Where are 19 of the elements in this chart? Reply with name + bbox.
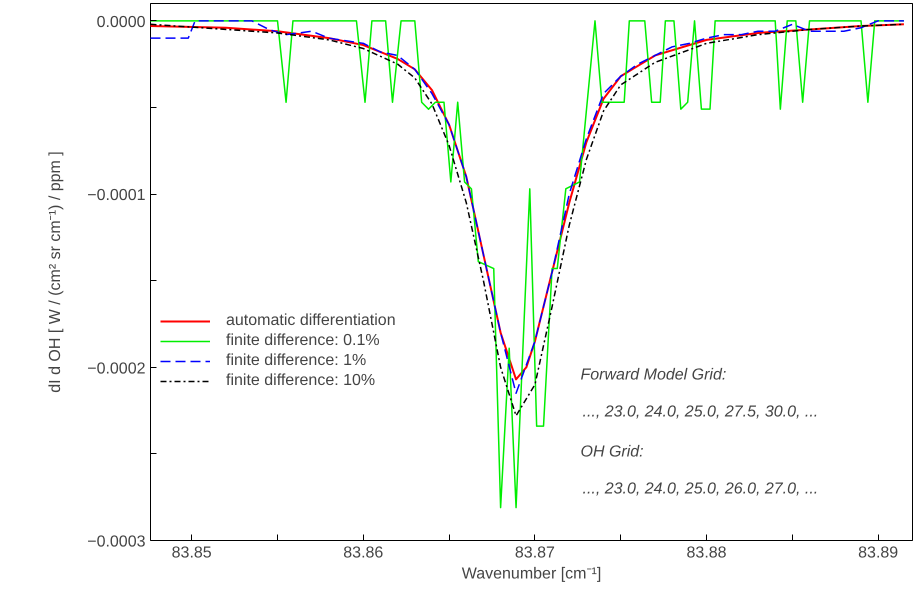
legend-label: automatic differentiation xyxy=(226,312,396,330)
annotation: ..., 23.0, 24.0, 25.0, 27.5, 30.0, ... xyxy=(582,404,818,420)
x-tick-label: 83.86 xyxy=(343,544,384,562)
annotation: Forward Model Grid: xyxy=(580,366,726,384)
legend-label: finite difference: 1% xyxy=(226,352,366,370)
x-axis-title: Wavenumber [cm⁻¹] xyxy=(462,566,602,582)
y-tick-label: −0.0002 xyxy=(87,360,146,378)
annotation: OH Grid: xyxy=(580,444,644,460)
legend-label: finite difference: 0.1% xyxy=(226,332,380,350)
x-tick-label: 83.87 xyxy=(514,544,556,562)
x-tick-label: 83.89 xyxy=(858,544,898,562)
annotation: ..., 23.0, 24.0, 25.0, 26.0, 27.0, ... xyxy=(582,480,818,498)
y-tick-label: 0.0000 xyxy=(96,14,146,31)
x-tick-label: 83.88 xyxy=(686,544,727,562)
y-tick-label: −0.0003 xyxy=(87,534,146,550)
x-tick-label: 83.85 xyxy=(172,544,212,562)
y-axis-title: dI d OH [ W / (cm² sr cm⁻¹) / ppm ] xyxy=(47,151,64,393)
y-tick-label: −0.0001 xyxy=(87,187,146,204)
legend-label: finite difference: 10% xyxy=(226,372,376,390)
